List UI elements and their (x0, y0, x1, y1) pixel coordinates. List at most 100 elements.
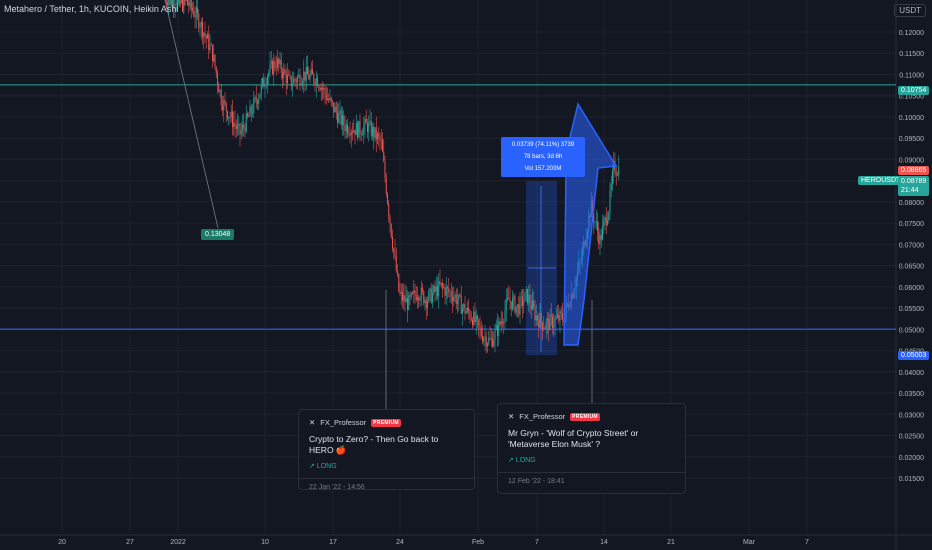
candle-body (468, 307, 470, 313)
candle-body (439, 281, 441, 285)
candle-body (179, 0, 181, 8)
candle-body (299, 74, 301, 86)
candle-body (480, 327, 482, 336)
candle-body (594, 221, 596, 223)
x-tick-label: 17 (329, 539, 337, 546)
candle-body (210, 44, 212, 46)
candle-body (264, 85, 266, 87)
candle-body (177, 0, 178, 9)
candle-body (209, 44, 211, 51)
candle-body (178, 0, 180, 6)
candle-body (273, 61, 275, 74)
candle-body (343, 115, 345, 126)
candle-body (464, 304, 466, 314)
candle-body (293, 78, 295, 84)
candle-body (215, 66, 217, 74)
idea-author[interactable]: FX_Professor (320, 418, 367, 427)
candle-body (247, 113, 248, 117)
candle-body (309, 74, 311, 80)
candle-body (454, 294, 456, 297)
candle-body (493, 340, 495, 347)
candle-body (357, 122, 358, 138)
y-tick-label: 0.07500 (899, 221, 924, 228)
candle-body (452, 297, 453, 302)
candle-body (303, 71, 305, 83)
candle-body (253, 98, 255, 113)
candle-body (479, 325, 481, 328)
candle-body (500, 321, 502, 325)
measure-tooltip: 0.03739 (74.11%) 3739 78 bars, 3d 6h Vol… (501, 137, 585, 177)
candle-body (218, 84, 220, 93)
candle-body (392, 236, 393, 249)
candle-body (294, 78, 296, 81)
candle-body (560, 311, 562, 314)
candle-body (438, 281, 440, 297)
candle-body (230, 111, 232, 117)
candle-body (382, 139, 383, 152)
candle-body (417, 297, 418, 300)
x-tick-label: 24 (396, 539, 404, 546)
candle-body (557, 314, 558, 318)
candle-body (189, 0, 191, 8)
candle-body (388, 203, 390, 216)
candle-body (533, 301, 535, 307)
candle-body (292, 83, 293, 87)
candle-body (457, 300, 458, 305)
candle-body (265, 84, 267, 86)
candle-body (235, 125, 237, 129)
idea-title[interactable]: Crypto to Zero? - Then Go back to HERO 🍎 (309, 434, 439, 455)
candle-body (442, 283, 443, 287)
candle-body (340, 110, 342, 125)
candle-body (283, 69, 285, 78)
candle-body (234, 122, 236, 126)
candle-body (322, 87, 323, 90)
candle-body (484, 336, 486, 339)
y-tick-label: 0.11500 (899, 51, 924, 58)
candle-body (289, 75, 291, 77)
candle-body (618, 166, 620, 175)
candle-body (208, 34, 210, 51)
candle-body (350, 131, 352, 136)
candle-body (252, 112, 253, 114)
candle-body (449, 291, 451, 293)
y-tick-label: 0.09000 (899, 157, 924, 164)
author-icon: ✕ (309, 418, 316, 427)
candle-body (390, 224, 392, 237)
candle-body (259, 93, 261, 99)
candle-body (487, 343, 488, 347)
candle-body (170, 0, 172, 8)
candle-body (200, 21, 202, 28)
candle-body (240, 130, 242, 135)
candle-body (507, 297, 508, 300)
idea-card-2[interactable]: ✕ FX_Professor PREMIUM Mr Gryn - 'Wolf of … (497, 403, 686, 494)
candle-body (494, 329, 496, 341)
y-tick-label: 0.11000 (899, 72, 924, 79)
candle-body (174, 4, 176, 6)
candle-body (408, 295, 410, 310)
candle-body (550, 314, 552, 317)
candle-body (558, 314, 560, 321)
candle-body (432, 292, 433, 303)
idea-title[interactable]: Mr Gryn - 'Wolf of Crypto Street' or 'Me… (508, 428, 639, 449)
candle-body (287, 74, 288, 84)
candle-body (262, 78, 263, 84)
candle-body (300, 84, 302, 86)
candle-body (255, 96, 257, 102)
candle-body (328, 98, 330, 101)
y-tick-label: 0.01500 (899, 476, 924, 483)
candle-body (164, 0, 166, 1)
candle-body (244, 127, 246, 132)
candle-body (537, 315, 538, 321)
candle-body (515, 306, 517, 313)
currency-unit-button[interactable]: USDT (894, 4, 926, 17)
idea-author[interactable]: FX_Professor (519, 412, 566, 421)
candle-body (365, 118, 367, 124)
trend-line[interactable] (164, 0, 219, 229)
candle-body (542, 321, 543, 330)
candle-body (284, 69, 286, 74)
candle-body (549, 314, 551, 331)
candle-body (462, 307, 463, 314)
candle-body (600, 234, 602, 240)
idea-card-1[interactable]: ✕ FX_Professor PREMIUM Crypto to Zero? - T… (298, 409, 475, 491)
